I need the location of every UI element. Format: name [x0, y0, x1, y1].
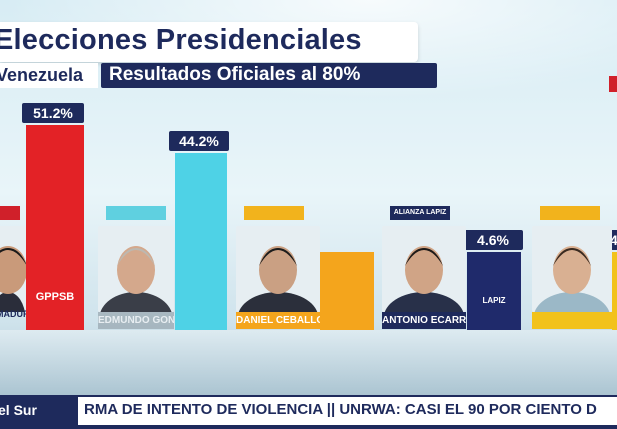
- bar: [320, 252, 374, 330]
- party-tag: [0, 206, 20, 220]
- title-banner: Elecciones Presidenciales: [0, 22, 418, 62]
- news-ticker: [0, 395, 617, 427]
- face: [117, 246, 155, 294]
- face: [0, 246, 26, 294]
- ticker-brand: el Sur: [0, 402, 37, 418]
- face: [553, 246, 591, 294]
- party-tag: ALIANZA LAPIZ: [390, 206, 450, 220]
- candidate-portrait: [0, 226, 26, 312]
- candidate-portrait: [532, 226, 612, 312]
- data-label: 44.2%: [169, 131, 229, 151]
- candidate-photo: [98, 226, 174, 312]
- hair: [117, 248, 155, 266]
- face: [405, 246, 443, 294]
- torso: [238, 292, 318, 312]
- hair: [259, 248, 297, 266]
- bar: [612, 252, 617, 330]
- hair: [0, 248, 26, 265]
- bar: [26, 125, 84, 330]
- face: [259, 246, 297, 294]
- party-logo: LAPIZ: [482, 296, 506, 305]
- candidate-name: [532, 312, 612, 329]
- data-label: 4.6%: [463, 230, 523, 250]
- bar: [467, 252, 521, 330]
- candidate-portrait: [382, 226, 466, 312]
- subtitle-banner: Resultados Oficiales al 80%: [101, 63, 437, 88]
- party-logo: GPPSB: [35, 291, 75, 303]
- candidate-name: DANIEL CEBALLOS: [236, 312, 320, 329]
- party-tag: [244, 206, 304, 220]
- hair: [405, 248, 443, 266]
- torso: [0, 292, 25, 312]
- torso: [384, 292, 464, 312]
- party-tag: [540, 206, 600, 220]
- candidate-photo: [0, 226, 26, 312]
- candidate-name: EDMUNDO GONZÁLEZ: [98, 312, 174, 329]
- ticker-text: RMA DE INTENTO DE VIOLENCIA || UNRWA: CA…: [84, 401, 597, 418]
- hair: [553, 248, 591, 266]
- ticker-brand-box: el Sur: [0, 395, 78, 427]
- candidate-name: MADURO: [0, 309, 26, 319]
- candidate-name: ANTONIO ECARRI: [382, 312, 466, 329]
- ticker-bottom-strip: [0, 425, 617, 429]
- torso: [100, 292, 172, 312]
- floor-reflection: [0, 330, 617, 395]
- candidate-photo: [382, 226, 466, 312]
- party-tag: [106, 206, 166, 220]
- torso: [534, 292, 610, 312]
- data-label: 51.2%: [22, 103, 84, 123]
- candidate-portrait: [236, 226, 320, 312]
- data-label: 4.6%: [610, 230, 617, 250]
- country-label: Venezuela: [0, 65, 84, 85]
- page-subtitle: Resultados Oficiales al 80%: [109, 64, 361, 85]
- page-title: Elecciones Presidenciales: [0, 24, 362, 56]
- candidate-portrait: [98, 226, 174, 312]
- candidate-photo: [532, 226, 612, 312]
- edge-marker: [609, 76, 617, 92]
- bar: [175, 153, 227, 330]
- candidate-photo: [236, 226, 320, 312]
- country-banner: Venezuela: [0, 63, 98, 88]
